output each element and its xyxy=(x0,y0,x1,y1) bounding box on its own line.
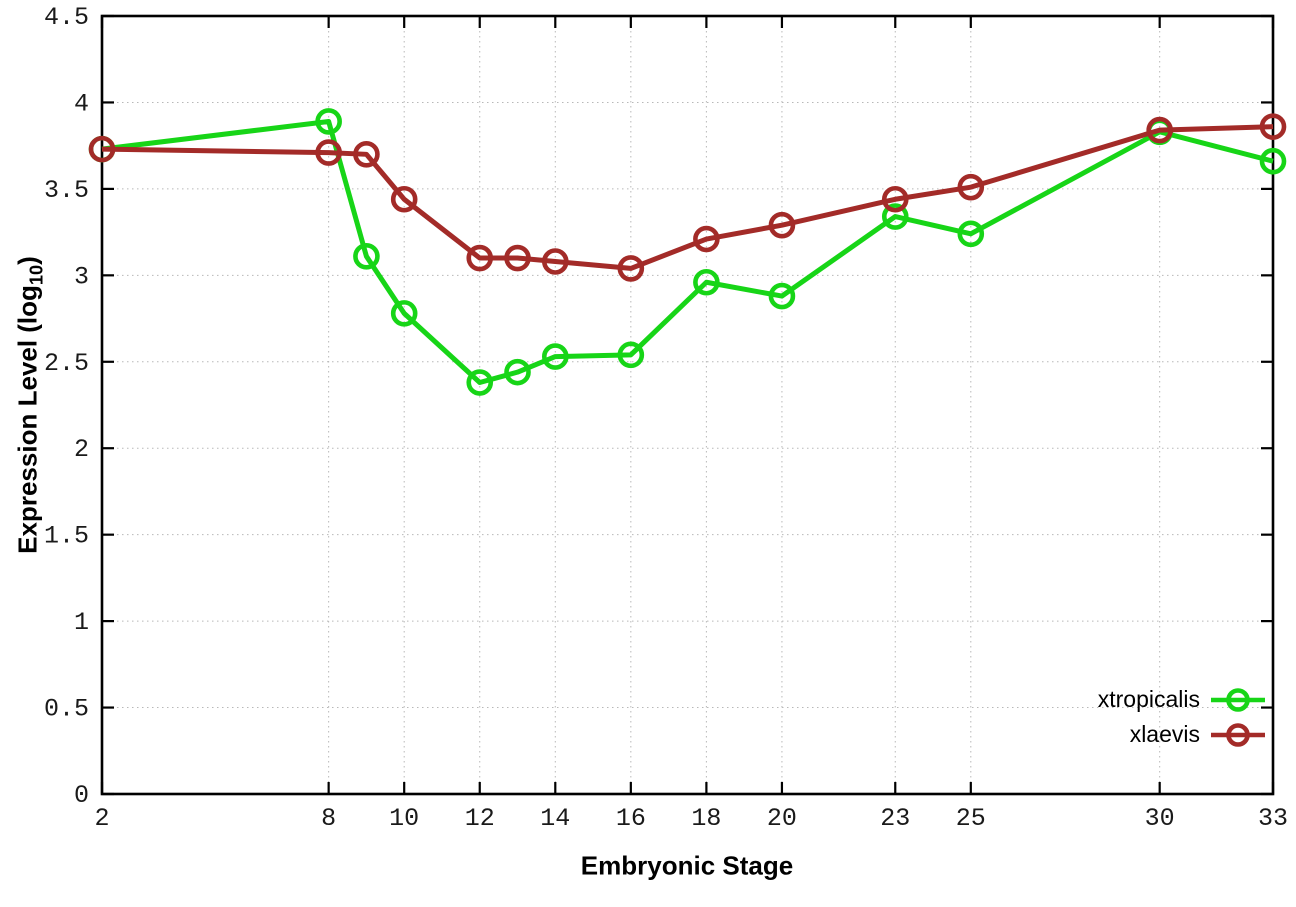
y-tick-label: 3.5 xyxy=(44,176,89,205)
y-tick-label: 2.5 xyxy=(44,349,89,378)
y-axis-title: Expression Level (log10) xyxy=(12,256,47,554)
x-axis-title: Embryonic Stage xyxy=(580,850,794,881)
data-point-xtropicalis xyxy=(315,108,342,135)
data-point-xlaevis xyxy=(881,185,909,213)
x-tick-label: 25 xyxy=(956,804,986,833)
data-point-xlaevis xyxy=(768,211,796,239)
line-point-sample-icon xyxy=(1211,722,1265,747)
y-tick-label: 0.5 xyxy=(44,695,89,724)
x-tick-label: 23 xyxy=(880,804,910,833)
legend-label-xlaevis: xlaevis xyxy=(1129,721,1200,747)
y-axis-title-text: Expression Level (log xyxy=(12,285,43,554)
x-tick-label: 20 xyxy=(767,804,797,833)
legend-item-xtropicalis: xtropicalis xyxy=(1098,682,1266,717)
line-point-sample-icon xyxy=(1211,687,1265,712)
data-point-xlaevis xyxy=(466,244,494,272)
y-tick-label: 2 xyxy=(74,435,89,464)
y-tick-label: 4.5 xyxy=(44,3,89,32)
data-point-xlaevis xyxy=(353,141,380,168)
data-point-xtropicalis xyxy=(504,358,531,386)
data-point-xlaevis xyxy=(541,248,569,275)
data-point-xtropicalis xyxy=(617,341,645,369)
y-axis-title-subscript: 10 xyxy=(26,264,47,286)
x-tick-label: 14 xyxy=(540,804,570,833)
data-point-xlaevis xyxy=(957,173,985,201)
data-point-xlaevis xyxy=(693,225,720,253)
data-point-xlaevis xyxy=(88,135,116,163)
legend-item-xlaevis: xlaevis xyxy=(1098,717,1266,752)
legend-label-xtropicalis: xtropicalis xyxy=(1097,686,1200,712)
y-axis-title-suffix: ) xyxy=(12,256,43,265)
y-tick-label: 3 xyxy=(74,262,89,291)
data-point-xtropicalis xyxy=(353,243,380,270)
data-point-xlaevis xyxy=(390,185,418,213)
y-tick-label: 1 xyxy=(74,608,89,637)
data-point-xlaevis xyxy=(315,139,342,166)
y-tick-label: 4 xyxy=(74,89,89,118)
data-point-xtropicalis xyxy=(1259,147,1287,175)
data-point-xtropicalis xyxy=(466,369,494,396)
x-tick-label: 2 xyxy=(94,804,109,833)
x-tick-label: 16 xyxy=(616,804,646,833)
data-point-xtropicalis xyxy=(881,203,909,230)
x-tick-label: 33 xyxy=(1258,804,1288,833)
x-tick-label: 30 xyxy=(1145,804,1175,833)
series-line-xlaevis xyxy=(101,124,1274,271)
x-tick-label: 8 xyxy=(321,804,336,833)
data-point-xtropicalis xyxy=(541,343,569,370)
data-point-xtropicalis xyxy=(768,282,796,310)
y-tick-label: 0 xyxy=(74,781,89,810)
data-point-xlaevis xyxy=(617,255,645,282)
y-tick-label: 1.5 xyxy=(44,522,89,551)
x-tick-label: 18 xyxy=(691,804,721,833)
data-point-xlaevis xyxy=(1259,113,1287,140)
data-point-xlaevis xyxy=(504,244,531,272)
data-point-xlaevis xyxy=(1146,116,1173,144)
x-tick-label: 12 xyxy=(465,804,495,833)
x-tick-label: 10 xyxy=(389,804,419,833)
data-point-xtropicalis xyxy=(390,300,418,327)
data-point-xtropicalis xyxy=(693,268,720,296)
series-line-xtropicalis xyxy=(101,118,1274,386)
data-point-xtropicalis xyxy=(957,220,985,248)
legend: xtropicalis xlaevis xyxy=(1098,682,1266,752)
